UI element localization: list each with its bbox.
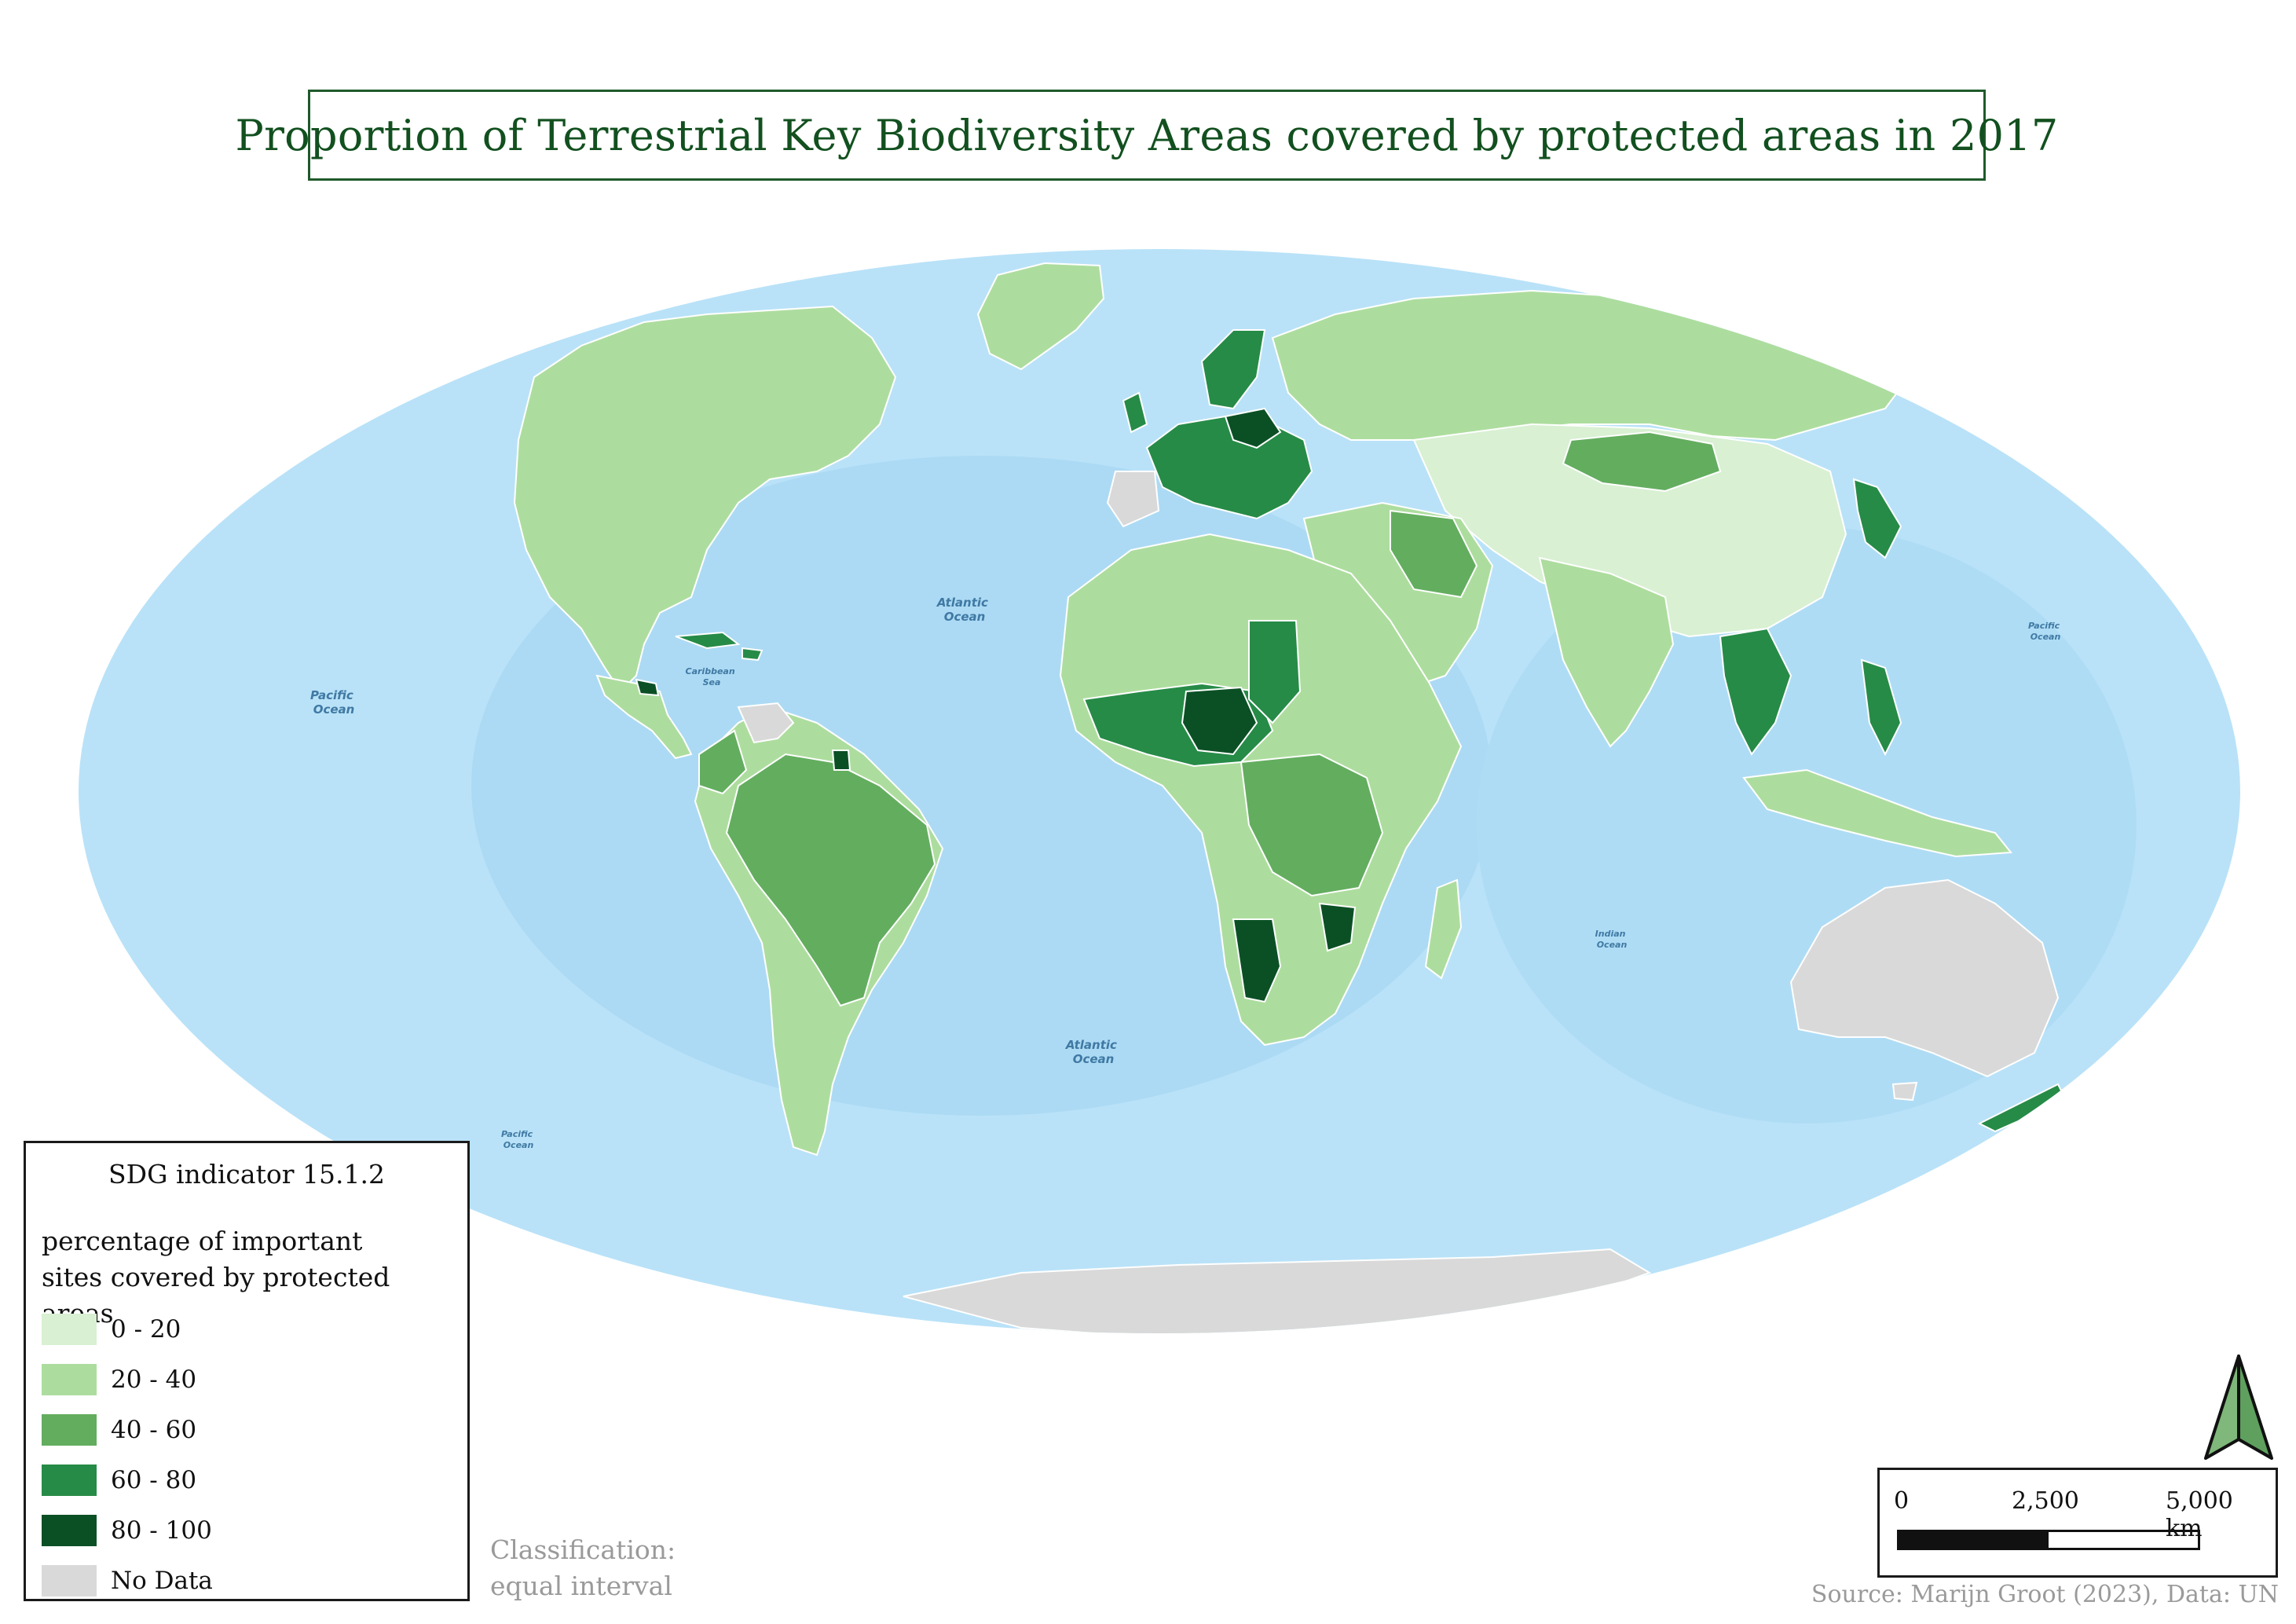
uk-region (1122, 391, 1148, 434)
china-region (1412, 423, 1847, 638)
iberia-region (1106, 471, 1160, 528)
india-region (1538, 556, 1675, 748)
ocean-label-indian: Indian Ocean (1595, 929, 1629, 950)
europe-region (1145, 415, 1313, 520)
madagascar-region (1424, 878, 1463, 980)
legend: SDG indicator 15.1.2 percentage of impor… (24, 1141, 470, 1601)
mongolia-region (1562, 431, 1722, 493)
japan-region (1852, 478, 1902, 559)
legend-item: 80 - 100 (42, 1505, 213, 1556)
legend-item-label: 20 - 40 (111, 1366, 197, 1394)
south-america-region (698, 729, 748, 795)
southern-africa-region (1232, 918, 1282, 1003)
central-america-region (635, 678, 660, 697)
scale-bar: 0 2,500 5,000 km (1877, 1468, 2278, 1578)
scale-bar-fill (1899, 1532, 2049, 1548)
legend-item-label: No Data (111, 1567, 213, 1595)
legend-item-label: 0 - 20 (111, 1315, 181, 1344)
classification-line: Classification: (490, 1534, 676, 1565)
legend-item: 20 - 40 (42, 1355, 213, 1405)
caribbean-island (675, 631, 741, 650)
legend-swatch (42, 1565, 97, 1597)
north-america-region (513, 305, 897, 693)
legend-swatch (42, 1515, 97, 1546)
scale-label-mid: 2,500 (2012, 1487, 2079, 1515)
legend-subtitle: percentage of important sites covered by… (42, 1223, 467, 1332)
europe-region (1224, 407, 1282, 449)
scale-label-max: 5,000 km (2166, 1487, 2233, 1542)
scandinavia-region (1200, 329, 1266, 410)
legend-item: 60 - 80 (42, 1455, 213, 1505)
scale-bar-graphic (1897, 1530, 2200, 1550)
legend-item: 0 - 20 (42, 1304, 213, 1355)
legend-swatch (42, 1465, 97, 1496)
ocean-label-pacific-east: Pacific Ocean (310, 688, 357, 717)
south-america-region (831, 750, 851, 771)
legend-item-label: 60 - 80 (111, 1466, 197, 1494)
legend-items: 0 - 20 20 - 40 40 - 60 60 - 80 80 - 100 … (42, 1304, 213, 1606)
nigeria-region (1181, 686, 1258, 756)
australia-region (1789, 878, 2060, 1078)
source-credit: Source: Marijn Groot (2023), Data: UN (1811, 1581, 2279, 1608)
tasmania-region (1891, 1081, 1918, 1102)
north-arrow-icon (2204, 1355, 2273, 1460)
legend-item: 40 - 60 (42, 1405, 213, 1455)
russia-region (1271, 289, 1910, 442)
classification-note: Classification: equal interval (490, 1532, 676, 1604)
legend-swatch (42, 1314, 97, 1345)
ocean-label-pacific-west: Pacific Ocean (2028, 621, 2063, 642)
central-africa-region (1240, 753, 1384, 897)
greenland-region (976, 262, 1105, 371)
iran-region (1390, 509, 1478, 599)
ocean-label-atlantic-north: Atlantic Ocean (936, 596, 992, 624)
indonesia-region (1742, 768, 2012, 858)
classification-line: equal interval (490, 1571, 672, 1601)
ocean-label-atlantic-south: Atlantic Ocean (1065, 1038, 1121, 1066)
legend-item: No Data (42, 1556, 213, 1606)
chad-region (1248, 620, 1302, 724)
map-title: Proportion of Terrestrial Key Biodiversi… (235, 90, 2058, 181)
legend-subtitle-line: sites covered by protected areas (42, 1262, 390, 1329)
legend-item-label: 40 - 60 (111, 1416, 197, 1444)
ocean-label-caribbean: Caribbean Sea (686, 666, 738, 687)
southern-africa-region (1318, 902, 1357, 952)
south-america-region (737, 702, 795, 744)
caribbean-island (742, 647, 764, 662)
philippines-region (1860, 658, 1902, 757)
ocean-label-pacific-south: Pacific Ocean (501, 1129, 536, 1150)
scale-label-zero: 0 (1894, 1487, 1910, 1515)
legend-swatch (42, 1414, 97, 1446)
legend-item-label: 80 - 100 (111, 1516, 212, 1545)
legend-title: SDG indicator 15.1.2 (108, 1159, 385, 1190)
southeast-asia-region (1719, 627, 1792, 756)
legend-subtitle-line: percentage of important (42, 1226, 363, 1256)
legend-swatch (42, 1364, 97, 1395)
